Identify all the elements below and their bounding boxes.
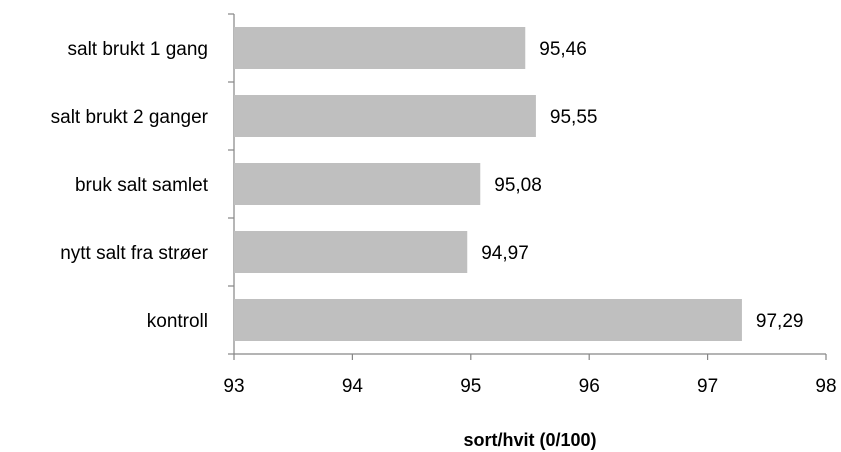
x-axis-ticks [233, 354, 827, 360]
category-label: kontroll [147, 311, 208, 332]
bar [234, 163, 481, 205]
bars [234, 27, 742, 341]
data-label: 97,29 [756, 311, 804, 332]
x-tick-label: 94 [342, 376, 364, 397]
data-label: 94,97 [481, 243, 529, 264]
y-axis-ticks [228, 13, 234, 355]
x-axis-title: sort/hvit (0/100) [463, 430, 596, 450]
bar [234, 231, 468, 273]
bar [234, 299, 742, 341]
x-tick-label: 96 [579, 376, 600, 397]
data-label: 95,08 [494, 175, 542, 196]
x-tick-label: 95 [460, 376, 481, 397]
data-label: 95,46 [539, 39, 587, 60]
data-label: 95,55 [550, 107, 598, 128]
x-tick-label: 98 [815, 376, 836, 397]
category-label: bruk salt samlet [75, 175, 209, 196]
category-label: salt brukt 2 ganger [51, 107, 209, 128]
bar [234, 27, 526, 69]
data-labels: 95,46 95,55 95,08 94,97 97,29 [481, 39, 803, 332]
x-tick-label: 93 [223, 376, 244, 397]
category-label: nytt salt fra strøer [60, 243, 208, 264]
category-label: salt brukt 1 gang [68, 39, 208, 60]
x-tick-label: 97 [697, 376, 718, 397]
bar [234, 95, 536, 137]
category-labels: salt brukt 1 gang salt brukt 2 ganger bruk… [51, 39, 209, 332]
x-tick-labels: 93 94 95 96 97 98 [223, 376, 836, 397]
